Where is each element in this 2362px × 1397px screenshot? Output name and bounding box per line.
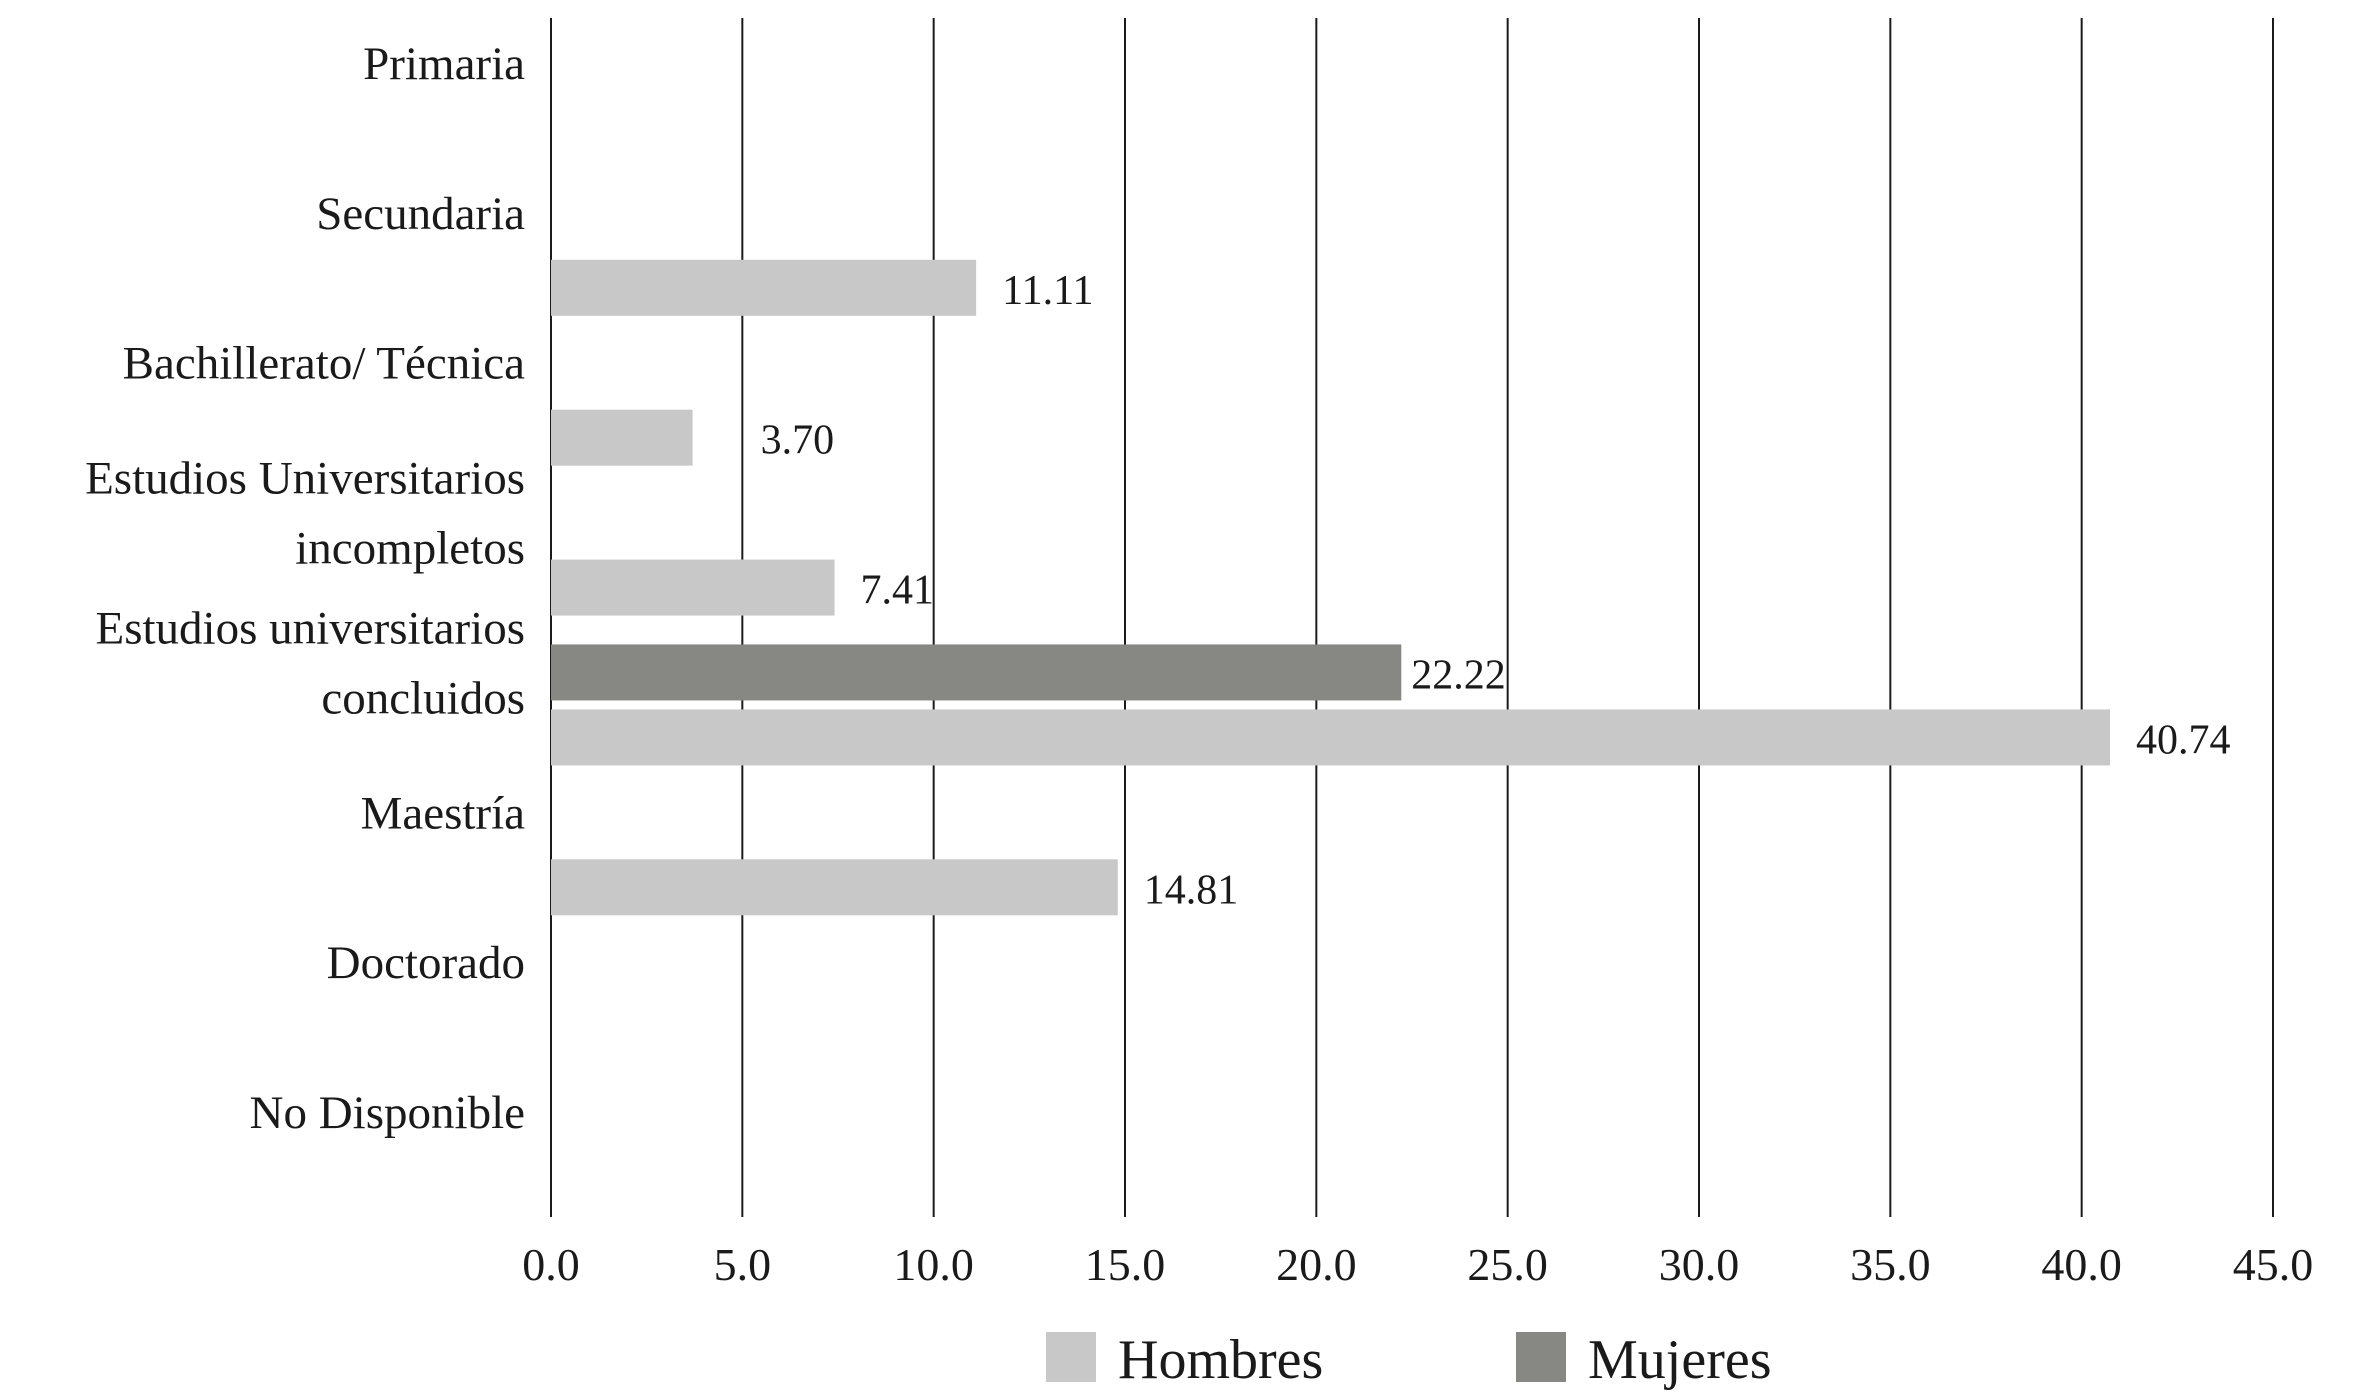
data-label: 40.74 (2136, 717, 2231, 763)
x-tick-label: 45.0 (2233, 1239, 2314, 1290)
x-tick-label: 15.0 (1085, 1239, 1166, 1290)
hombres-bar (551, 559, 835, 616)
category-label: Estudios Universitarios (85, 453, 525, 505)
x-tick-label: 30.0 (1659, 1239, 1740, 1290)
category-label: Maestría (361, 787, 526, 839)
legend: Hombres Mujeres (1046, 1329, 1772, 1391)
category-label: Primaria (363, 38, 525, 90)
hombres-bar (551, 259, 977, 316)
x-tick-label: 0.0 (522, 1239, 580, 1290)
category-label: incompletos (295, 523, 525, 575)
category-label: Estudios universitarios (96, 602, 526, 654)
hombres-bar (551, 409, 693, 466)
category-labels: Primaria Secundaria Bachillerato/ Técnica E… (85, 38, 525, 1139)
gridlines (550, 18, 2274, 1217)
data-label: 3.70 (761, 418, 835, 464)
data-label: 22.22 (1411, 652, 1506, 698)
value-labels: 11.11 3.70 7.41 40.74 14.81 22.22 (761, 268, 2231, 914)
data-label: 11.11 (1002, 268, 1093, 314)
category-label: Doctorado (327, 937, 525, 989)
mujeres-bar (551, 644, 1402, 701)
category-label: Secundaria (316, 188, 525, 240)
bars (551, 259, 2110, 916)
x-tick-label: 40.0 (2041, 1239, 2122, 1290)
data-label: 14.81 (1144, 867, 1239, 913)
x-tick-label: 20.0 (1276, 1239, 1357, 1290)
legend-label: Mujeres (1588, 1329, 1772, 1391)
x-tick-label: 25.0 (1467, 1239, 1548, 1290)
legend-label: Hombres (1118, 1329, 1323, 1391)
category-label: concluidos (321, 672, 525, 724)
legend-swatch-hombres (1046, 1332, 1096, 1382)
x-tick-label: 35.0 (1850, 1239, 1931, 1290)
data-label: 7.41 (861, 568, 935, 614)
category-label: No Disponible (250, 1087, 525, 1139)
x-tick-label: 10.0 (893, 1239, 974, 1290)
x-tick-label: 5.0 (714, 1239, 772, 1290)
x-tick-labels: 0.0 5.0 10.0 15.0 20.0 25.0 30.0 35.0 40.0 45.0 (522, 1239, 2313, 1290)
hombres-bar (551, 709, 2110, 766)
legend-swatch-mujeres (1516, 1332, 1566, 1382)
category-label: Bachillerato/ Técnica (123, 338, 525, 390)
hombres-bar (551, 859, 1118, 916)
